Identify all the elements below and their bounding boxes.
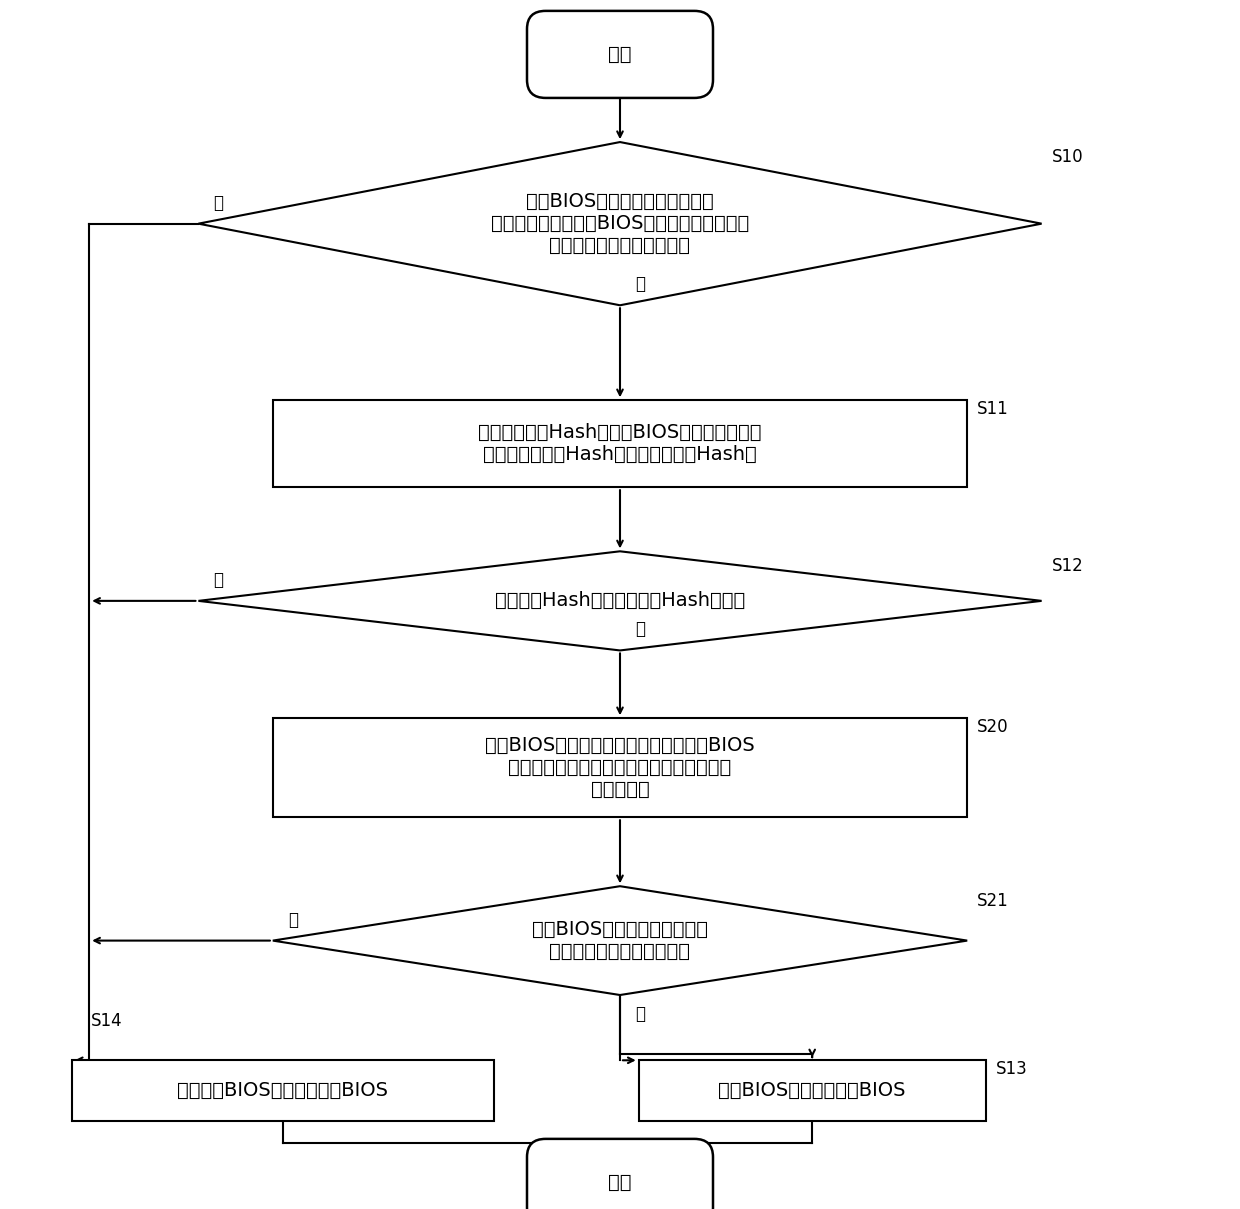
Bar: [639, 1060, 986, 1121]
Text: 否: 否: [213, 571, 223, 589]
Text: 是: 是: [635, 1005, 645, 1023]
Text: 判断第二Hash值是否与第一Hash值相同: 判断第二Hash值是否与第一Hash值相同: [495, 591, 745, 611]
Text: 开始: 开始: [609, 45, 631, 64]
Text: 否: 否: [213, 193, 223, 212]
FancyBboxPatch shape: [527, 1139, 713, 1209]
Text: 是: 是: [635, 276, 645, 294]
Text: S12: S12: [1052, 557, 1084, 575]
Text: S13: S13: [996, 1060, 1028, 1078]
Polygon shape: [198, 551, 1042, 650]
Text: S10: S10: [1052, 147, 1084, 166]
Text: 获取BIOS镜像文件的第二区域中存储的BIOS
镜像文件的产品信息及待刷新服务器的主板
的产品信息: 获取BIOS镜像文件的第二区域中存储的BIOS 镜像文件的产品信息及待刷新服务器…: [485, 736, 755, 799]
Text: 否: 否: [288, 910, 298, 929]
Bar: [273, 400, 967, 487]
Text: 禁止应用BIOS镜像文件刷新BIOS: 禁止应用BIOS镜像文件刷新BIOS: [177, 1081, 388, 1100]
FancyBboxPatch shape: [527, 11, 713, 98]
Text: S21: S21: [977, 892, 1009, 910]
Text: S20: S20: [977, 718, 1009, 736]
Bar: [72, 1060, 494, 1121]
Text: 结束: 结束: [609, 1173, 631, 1192]
Text: S14: S14: [91, 1012, 123, 1030]
Text: 是: 是: [635, 620, 645, 638]
Bar: [273, 718, 967, 817]
Polygon shape: [273, 886, 967, 995]
Text: 解密得到第一Hash值，对BIOS镜像文件的第一
区域的数据进行Hash计算，得到第二Hash值: 解密得到第一Hash值，对BIOS镜像文件的第一 区域的数据进行Hash计算，得…: [479, 423, 761, 464]
Polygon shape: [198, 143, 1042, 306]
Text: 判断BIOS镜像文件的产品信息
与主板的产品信息是否一致: 判断BIOS镜像文件的产品信息 与主板的产品信息是否一致: [532, 920, 708, 961]
Text: 应用BIOS镜像文件刷新BIOS: 应用BIOS镜像文件刷新BIOS: [718, 1081, 906, 1100]
Text: 获取BIOS镜像文件后，判断预先
约定的密钥是否能对BIOS镜像文件的第二区域
中存储的第二密文进行解密: 获取BIOS镜像文件后，判断预先 约定的密钥是否能对BIOS镜像文件的第二区域 …: [491, 192, 749, 255]
Text: S11: S11: [977, 400, 1009, 418]
